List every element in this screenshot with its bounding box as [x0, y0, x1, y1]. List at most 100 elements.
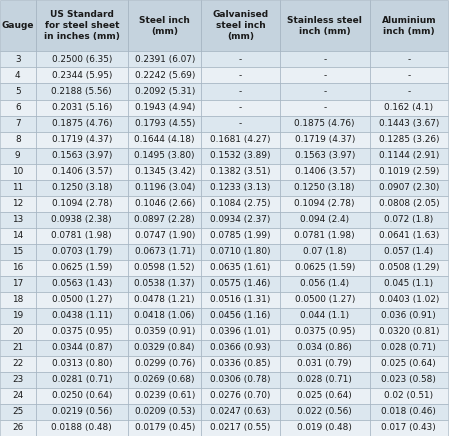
Text: 0.1681 (4.27): 0.1681 (4.27): [210, 135, 271, 144]
Text: -: -: [239, 71, 242, 80]
Text: 0.017 (0.43): 0.017 (0.43): [382, 423, 436, 433]
Bar: [128, 372, 201, 388]
Bar: [128, 244, 201, 260]
Text: 0.0934 (2.37): 0.0934 (2.37): [210, 215, 271, 224]
Text: 0.0808 (2.05): 0.0808 (2.05): [379, 199, 439, 208]
Text: 0.018 (0.46): 0.018 (0.46): [382, 408, 436, 416]
Text: 0.025 (0.64): 0.025 (0.64): [382, 359, 436, 368]
Text: 0.028 (0.71): 0.028 (0.71): [297, 375, 352, 385]
Text: 0.0247 (0.63): 0.0247 (0.63): [210, 408, 271, 416]
Bar: [36, 260, 128, 276]
Text: 0.0563 (1.43): 0.0563 (1.43): [52, 279, 112, 288]
Bar: [36, 132, 128, 147]
Bar: [201, 324, 280, 340]
Bar: [370, 356, 448, 372]
Text: 0.1406 (3.57): 0.1406 (3.57): [52, 167, 112, 176]
Bar: [280, 68, 370, 84]
Bar: [0, 68, 36, 84]
Bar: [280, 132, 370, 147]
Text: 0.0785 (1.99): 0.0785 (1.99): [210, 231, 271, 240]
Text: 22: 22: [12, 359, 23, 368]
Text: 7: 7: [15, 119, 20, 128]
Text: 0.0366 (0.93): 0.0366 (0.93): [210, 344, 271, 352]
Bar: [280, 340, 370, 356]
Text: 0.023 (0.58): 0.023 (0.58): [382, 375, 436, 385]
Text: -: -: [323, 71, 326, 80]
Text: 0.0396 (1.01): 0.0396 (1.01): [210, 327, 271, 336]
Text: -: -: [323, 103, 326, 112]
Bar: [370, 308, 448, 324]
Bar: [36, 68, 128, 84]
Text: 0.0710 (1.80): 0.0710 (1.80): [210, 247, 271, 256]
Text: 0.0625 (1.59): 0.0625 (1.59): [52, 263, 112, 272]
Bar: [128, 0, 201, 51]
Bar: [128, 260, 201, 276]
Text: 0.0516 (1.31): 0.0516 (1.31): [210, 295, 271, 304]
Text: 0.0188 (0.48): 0.0188 (0.48): [51, 423, 112, 433]
Text: 0.0438 (1.11): 0.0438 (1.11): [52, 311, 112, 320]
Bar: [0, 212, 36, 228]
Bar: [0, 260, 36, 276]
Text: 4: 4: [15, 71, 20, 80]
Bar: [201, 388, 280, 404]
Bar: [280, 292, 370, 308]
Bar: [201, 244, 280, 260]
Bar: [128, 404, 201, 420]
Text: 0.0250 (0.64): 0.0250 (0.64): [52, 392, 112, 400]
Text: 0.031 (0.79): 0.031 (0.79): [297, 359, 352, 368]
Bar: [370, 276, 448, 292]
Bar: [0, 356, 36, 372]
Bar: [36, 99, 128, 116]
Text: 0.0336 (0.85): 0.0336 (0.85): [210, 359, 271, 368]
Bar: [0, 196, 36, 212]
Bar: [36, 356, 128, 372]
Bar: [201, 68, 280, 84]
Bar: [370, 372, 448, 388]
Text: 0.1875 (4.76): 0.1875 (4.76): [294, 119, 355, 128]
Text: 0.1495 (3.80): 0.1495 (3.80): [135, 151, 195, 160]
Text: 0.1443 (3.67): 0.1443 (3.67): [379, 119, 439, 128]
Text: 0.0907 (2.30): 0.0907 (2.30): [379, 183, 439, 192]
Bar: [0, 244, 36, 260]
Bar: [201, 164, 280, 180]
Bar: [36, 372, 128, 388]
Text: 0.0281 (0.71): 0.0281 (0.71): [52, 375, 112, 385]
Text: 0.0418 (1.06): 0.0418 (1.06): [135, 311, 195, 320]
Bar: [36, 404, 128, 420]
Text: 19: 19: [12, 311, 23, 320]
Bar: [370, 244, 448, 260]
Text: 0.1046 (2.66): 0.1046 (2.66): [135, 199, 195, 208]
Bar: [128, 324, 201, 340]
Bar: [201, 404, 280, 420]
Text: 11: 11: [12, 183, 23, 192]
Bar: [280, 116, 370, 132]
Bar: [128, 180, 201, 196]
Bar: [370, 148, 448, 164]
Text: 0.0299 (0.76): 0.0299 (0.76): [135, 359, 195, 368]
Bar: [201, 276, 280, 292]
Bar: [201, 372, 280, 388]
Bar: [280, 260, 370, 276]
Bar: [36, 324, 128, 340]
Text: 0.1345 (3.42): 0.1345 (3.42): [135, 167, 195, 176]
Text: 0.1644 (4.18): 0.1644 (4.18): [135, 135, 195, 144]
Bar: [0, 276, 36, 292]
Bar: [36, 212, 128, 228]
Bar: [128, 276, 201, 292]
Bar: [36, 116, 128, 132]
Bar: [370, 228, 448, 244]
Bar: [128, 388, 201, 404]
Bar: [201, 292, 280, 308]
Bar: [201, 99, 280, 116]
Bar: [36, 164, 128, 180]
Text: 26: 26: [12, 423, 23, 433]
Text: 0.0500 (1.27): 0.0500 (1.27): [52, 295, 112, 304]
Bar: [128, 420, 201, 436]
Text: 23: 23: [12, 375, 23, 385]
Text: 6: 6: [15, 103, 20, 112]
Text: -: -: [323, 55, 326, 64]
Text: 0.2031 (5.16): 0.2031 (5.16): [52, 103, 112, 112]
Bar: [0, 180, 36, 196]
Text: 24: 24: [12, 392, 23, 400]
Text: 0.0219 (0.56): 0.0219 (0.56): [52, 408, 112, 416]
